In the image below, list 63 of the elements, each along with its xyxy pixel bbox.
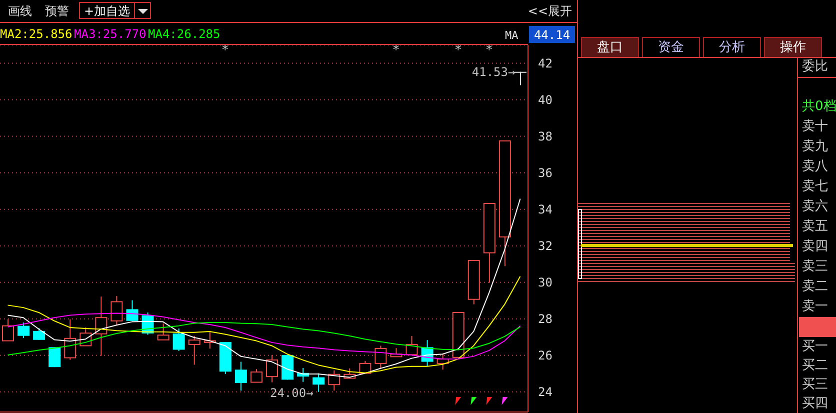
- text: <<展开: [528, 4, 572, 18]
- text: 买一: [802, 339, 828, 354]
- annotation: 24.00→: [270, 386, 314, 400]
- candlestick: [266, 354, 278, 383]
- text: 卖十: [802, 119, 828, 134]
- candlestick: [110, 296, 123, 326]
- annotation: *: [485, 43, 494, 58]
- text: MA4:26.285: [148, 27, 220, 41]
- text: 盘口: [581, 37, 639, 57]
- candlestick: [188, 335, 200, 366]
- y-tick-label: 34: [538, 202, 552, 217]
- text: 操作: [764, 37, 822, 57]
- candlestick: [328, 370, 340, 392]
- candlestick: [250, 368, 262, 383]
- y-tick-label: 30: [538, 276, 552, 290]
- text: 预警: [45, 4, 69, 18]
- text: MA3:25.770: [74, 27, 146, 41]
- candlestick: [157, 322, 170, 340]
- text: 卖四: [802, 239, 828, 254]
- candlestick: [126, 300, 138, 322]
- y-tick-label: 26: [538, 348, 552, 363]
- text: 买二: [802, 358, 828, 373]
- text: 卖三: [802, 259, 828, 274]
- candlestick: [18, 322, 30, 339]
- line-series: [7, 276, 521, 374]
- text: 画线: [8, 4, 32, 18]
- text: 资金: [642, 37, 700, 57]
- candlestick: [64, 318, 76, 360]
- text: 卖一: [802, 299, 828, 314]
- annotation: *: [454, 43, 462, 58]
- candlestick: [33, 328, 46, 340]
- candlestick: [48, 346, 61, 368]
- text: MA: [505, 29, 519, 42]
- y-tick-label: 42: [538, 56, 552, 71]
- text: 卖七: [802, 179, 828, 194]
- candlestick: [312, 372, 325, 392]
- text: 卖五: [802, 219, 828, 234]
- candlestick: [514, 71, 526, 86]
- text: 44.14: [534, 28, 570, 42]
- text: 卖八: [802, 159, 828, 174]
- text: 共0档: [802, 99, 836, 114]
- annotation: 41.53→: [472, 64, 516, 79]
- candlestick: [95, 296, 108, 356]
- text: 卖六: [802, 199, 828, 214]
- text: 分析: [703, 37, 761, 57]
- y-tick-label: 24: [538, 385, 552, 400]
- annotation: *: [221, 43, 230, 58]
- text: MA2:25.856: [0, 27, 72, 41]
- candlestick: [172, 328, 185, 352]
- candlestick: [234, 361, 247, 392]
- y-tick-label: 32: [538, 239, 552, 254]
- y-tick-label: 28: [538, 312, 552, 326]
- text: 买四: [802, 396, 828, 411]
- y-tick-label: 36: [538, 166, 552, 180]
- candlestick: [374, 345, 387, 369]
- annotation: *: [392, 43, 400, 58]
- text: 卖二: [802, 279, 828, 294]
- y-tick-label: 40: [538, 93, 552, 108]
- y-tick-label: 38: [538, 130, 552, 144]
- text: 买三: [802, 377, 828, 392]
- text: 委比: [802, 59, 828, 74]
- text: 卖九: [802, 139, 828, 154]
- text: +加自选: [84, 4, 130, 18]
